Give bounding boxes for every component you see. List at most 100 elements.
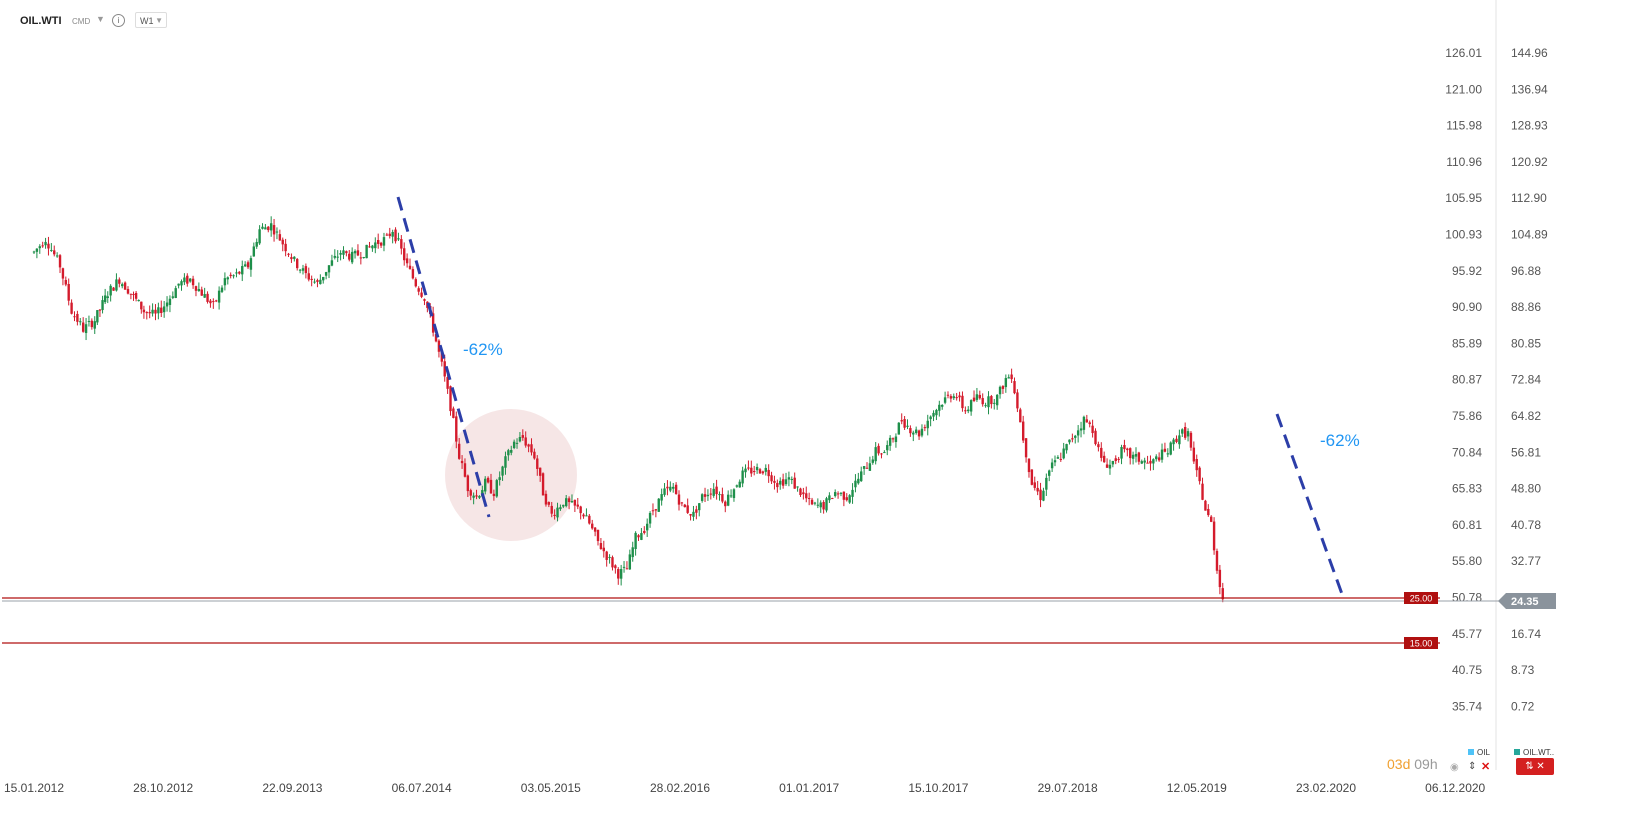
candle-body <box>197 288 201 292</box>
candle-body <box>573 499 577 506</box>
candle-body <box>810 499 814 505</box>
current-price-tag[interactable] <box>1498 593 1556 609</box>
candle-body <box>209 300 212 304</box>
candle-body <box>362 257 365 259</box>
candle-body <box>790 479 794 481</box>
candle-body <box>764 467 767 472</box>
candle-body <box>651 510 655 512</box>
candle-body <box>755 466 759 471</box>
candle-body <box>935 409 938 416</box>
symbol-dropdown-icon[interactable]: ▼ <box>96 14 105 24</box>
info-icon[interactable]: i <box>112 14 125 27</box>
eye-icon[interactable]: ◉ <box>1450 762 1459 773</box>
candle-body <box>313 281 316 283</box>
right-axis-tick-label: 88.86 <box>1511 300 1541 314</box>
candle-body <box>336 256 339 258</box>
candle-body <box>238 271 241 274</box>
candle-body <box>154 309 157 314</box>
candle-body <box>162 306 166 313</box>
candle-body <box>368 246 371 248</box>
candle-body <box>1152 459 1155 464</box>
candle-body <box>278 234 282 241</box>
candle-body <box>1140 461 1143 464</box>
timeframe-select[interactable]: W1 ▼ <box>135 12 167 28</box>
candle-body <box>663 488 666 495</box>
candle-body <box>530 444 533 453</box>
candle-body <box>293 256 296 259</box>
symbol-label[interactable]: OIL.WTI <box>20 15 62 27</box>
candle-body <box>984 405 987 407</box>
candle-body <box>1183 426 1187 438</box>
candle-body <box>938 404 941 411</box>
candle-body <box>304 266 308 274</box>
candle-body <box>822 502 825 510</box>
legend-oil-wti[interactable]: OIL.WT.. <box>1514 748 1554 757</box>
left-axis-tick-label: 126.01 <box>1445 46 1482 60</box>
candle-body <box>793 477 796 489</box>
candle-body <box>284 243 287 252</box>
updown-icon[interactable]: ⇕ <box>1468 761 1477 772</box>
candle-body <box>842 491 846 500</box>
current-price-label: 24.35 <box>1511 596 1539 608</box>
candle-body <box>400 239 403 249</box>
candle-body <box>799 488 802 496</box>
candle-body <box>1172 439 1175 445</box>
candle-body <box>686 505 689 513</box>
right-axis-tick-label: 104.89 <box>1511 228 1548 242</box>
candle-body <box>648 512 652 524</box>
candle-body <box>489 479 493 494</box>
candle-body <box>602 547 605 552</box>
candle-body <box>975 394 979 400</box>
candle-body <box>1169 442 1172 455</box>
right-axis-tick-label: 0.72 <box>1511 699 1535 713</box>
candle-body <box>1085 419 1089 423</box>
candle-body <box>258 229 261 244</box>
candle-body <box>1181 429 1184 434</box>
candle-body <box>1160 449 1164 460</box>
legend-oil[interactable]: OIL <box>1468 748 1490 757</box>
candle-body <box>229 274 232 276</box>
candle-body <box>903 419 906 428</box>
timeframe-label: W1 <box>140 16 154 26</box>
candle-body <box>836 493 840 495</box>
candle-body <box>408 265 412 269</box>
candle-body <box>434 334 438 342</box>
remove-indicator-button[interactable]: ⇅ ✕ <box>1516 758 1554 775</box>
candle-body <box>871 459 874 463</box>
time-axis-tick-label: 12.05.2019 <box>1167 781 1227 795</box>
candle-body <box>1117 458 1120 460</box>
candle-body <box>634 532 637 550</box>
candle-body <box>397 238 400 240</box>
candle-body <box>203 294 206 298</box>
candle-body <box>160 307 163 313</box>
chevron-down-icon: ▼ <box>155 16 163 25</box>
candle-body <box>767 469 770 477</box>
candle-body <box>891 438 895 440</box>
candle-body <box>1042 490 1045 501</box>
candle-body <box>961 395 964 409</box>
candle-body <box>1212 521 1216 551</box>
candle-body <box>706 494 710 497</box>
candle-body <box>232 275 235 277</box>
candle-body <box>741 470 744 484</box>
candle-body <box>972 397 976 401</box>
candle-body <box>151 309 154 314</box>
candle-body <box>512 441 516 449</box>
candle-body <box>1024 438 1028 458</box>
candle-body <box>137 299 140 302</box>
candle-body <box>692 511 695 517</box>
chart-footer-controls: OIL OIL.WT.. 03d 09h ◉ ⇕ ✕ ⇅ ✕ <box>1380 748 1626 828</box>
candle-body <box>515 442 519 444</box>
candle-body <box>669 486 672 491</box>
candle-body <box>770 475 773 482</box>
candle-body <box>683 504 686 508</box>
candle-body <box>660 494 663 501</box>
close-icon[interactable]: ✕ <box>1481 761 1491 773</box>
candle-body <box>220 287 224 292</box>
candle-body <box>1192 447 1196 462</box>
candle-body <box>47 243 50 249</box>
candle-body <box>255 241 258 247</box>
candle-body <box>55 255 59 257</box>
candle-body <box>1186 431 1190 437</box>
